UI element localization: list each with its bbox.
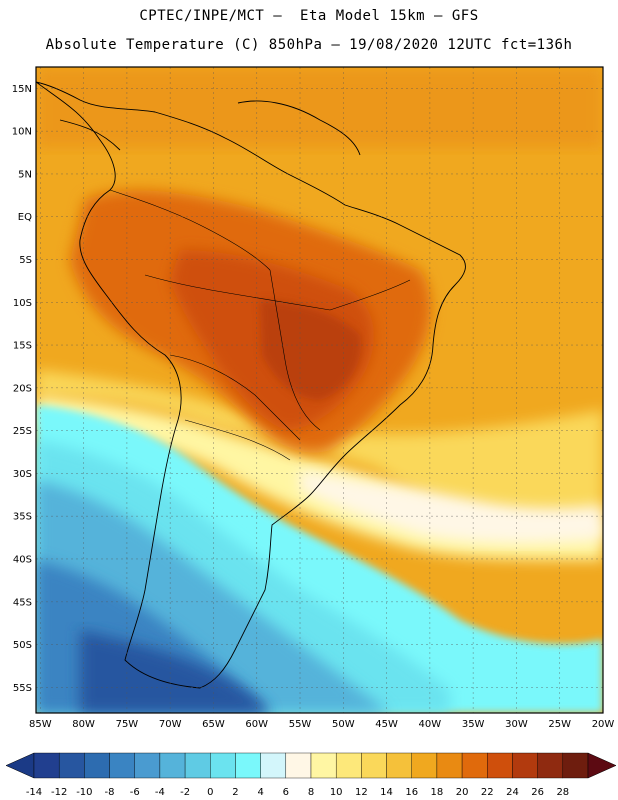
lon-tick-label: 35W [462,719,485,730]
lat-tick-label: 5N [18,169,32,180]
colorbar-swatch [310,752,337,779]
colorbar-swatch [386,752,412,779]
colorbar-under-arrow [5,752,35,779]
latitude-labels: 15N 10N 5N EQ 5S 10S 15S 20S 25S 30S 35S 40S 45S 50S 5… [12,84,32,694]
temperature-field [36,67,603,713]
lon-tick-label: 25W [548,719,571,730]
colorbar-swatch [134,752,161,779]
lat-tick-label: 40S [13,554,32,565]
colorbar-tick-label: 28 [556,787,569,798]
colorbar-swatch [84,752,110,779]
colorbar-over-arrow [587,752,617,779]
lon-tick-label: 65W [202,719,225,730]
lon-tick-label: 75W [116,719,139,730]
lon-tick-label: 60W [245,719,268,730]
colorbar-tick-label: 8 [308,787,314,798]
lon-tick-label: 55W [289,719,312,730]
colorbar-swatch [58,752,85,779]
lat-tick-label: 35S [13,512,32,523]
colorbar-tick-label: 4 [257,787,263,798]
border-south [169,354,301,441]
colorbar-swatch [109,752,135,779]
lat-tick-label: 5S [19,255,32,266]
lon-tick-label: 80W [72,719,95,730]
colorbar-tick-label: 12 [355,787,368,798]
lat-tick-label: 15N [12,84,32,95]
colorbar-tick-label: -10 [76,787,92,798]
lat-tick-label: 20S [13,383,32,394]
colorbar-tick-label: 20 [456,787,469,798]
colorbar-tick-label: -4 [155,787,165,798]
colorbar-tick-label: -6 [130,787,140,798]
lat-tick-label: 50S [13,640,32,651]
borders [109,189,411,461]
colorbar-swatch [210,752,236,779]
lat-tick-label: EQ [18,212,32,223]
colorbar-tick-label: 26 [531,787,544,798]
colorbar-tick-label: 24 [506,787,519,798]
border-amazon [144,274,331,311]
field-hottest [260,300,361,400]
lat-tick-label: 25S [13,426,32,437]
colorbar-swatch [562,752,589,779]
colorbar-swatch [33,752,60,779]
lat-tick-label: 55S [13,683,32,694]
map-title: CPTEC/INPE/MCT – Eta Model 15km – GFS [139,8,479,24]
longitude-labels: 85W 80W 75W 70W 65W 60W 55W 50W 45W 40W 35W 30W 25W 2… [29,719,614,730]
caribbean-coast [237,100,361,156]
lon-tick-label: 70W [159,719,182,730]
colorbar-swatch [512,752,538,779]
border-argentina [184,419,291,461]
colorbar-tick-label: 0 [207,787,213,798]
colorbar-swatch [159,752,186,779]
colorbar-tick-label: -14 [26,787,42,798]
colorbar-swatch [335,752,362,779]
colorbar-labels: -14 -12 -10 -8 -6 -4 -2 0 2 4 6 8 10 12 14 16 18 20 22 24 26… [26,787,569,798]
south-america-coast [36,81,466,689]
colorbar-tick-label: 14 [380,787,393,798]
colorbar-tick-label: 16 [405,787,418,798]
field-cream-band [300,470,603,544]
colorbar-swatch [361,752,387,779]
colorbar-tick-label: -8 [105,787,115,798]
lat-tick-label: 45S [13,597,32,608]
lon-tick-label: 20W [592,719,615,730]
lon-tick-label: 40W [419,719,442,730]
lon-tick-label: 30W [505,719,528,730]
colorbar-tick-label: 18 [431,787,444,798]
colorbar-tick-label: 6 [283,787,289,798]
coastlines [36,81,466,689]
colorbar-tick-label: 2 [232,787,238,798]
colorbar-swatch [411,752,438,779]
field-north-band [36,67,603,147]
lat-tick-label: 30S [13,469,32,480]
lon-tick-label: 45W [375,719,398,730]
colorbar-tick-label: -12 [51,787,67,798]
lon-tick-label: 50W [332,719,355,730]
colorbar-swatch [487,752,513,779]
colorbar-swatch [235,752,261,779]
colorbar-tick-label: 22 [481,787,494,798]
central-america-coast [59,119,121,151]
colorbar-tick-label: 10 [330,787,343,798]
colorbar-swatch [184,752,211,779]
map-frame [35,66,604,714]
border-brazil-west [269,269,321,431]
map-subtitle: Absolute Temperature (C) 850hPa – 19/08/… [45,37,573,53]
colorbar-swatch [461,752,488,779]
colorbar-swatch [537,752,564,779]
border-northeast [329,279,411,311]
lon-tick-label: 85W [29,719,52,730]
colorbar-swatch [285,752,312,779]
lat-tick-label: 15S [13,341,32,352]
border-north [109,189,271,271]
colorbar-tick-label: -2 [180,787,190,798]
colorbar-swatch [260,752,287,779]
lat-tick-label: 10S [13,298,32,309]
colorbar [5,752,617,779]
lat-tick-label: 10N [12,127,32,138]
colorbar-swatch [436,752,463,779]
